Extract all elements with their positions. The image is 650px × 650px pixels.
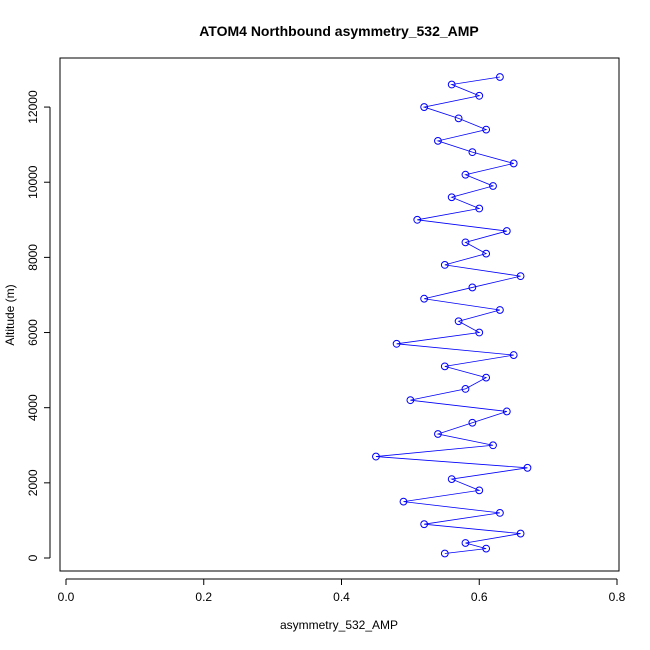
y-tick-label: 10000 [26,165,40,199]
data-point [454,114,463,123]
y-tick-label: 2000 [26,469,40,496]
x-tick-label: 0.6 [471,590,488,604]
data-point [468,283,477,292]
x-axis: 0.0 0.2 0.4 0.6 0.8 [58,578,626,604]
data-point [475,328,484,337]
data-point [502,227,511,235]
data-point [420,520,429,529]
data-point [461,385,470,393]
y-axis-label: Altitude (m) [3,284,17,345]
data-point [440,260,449,269]
data-point [496,306,504,314]
y-tick-label: 12000 [26,90,40,124]
data-point [475,204,484,213]
data-point [413,215,422,224]
data-point [482,249,491,258]
x-tick-label: 0.4 [333,590,350,604]
plot-frame [59,57,620,572]
data-point [496,509,504,517]
x-tick-label: 0.0 [58,590,75,604]
data-point [482,125,491,134]
data-point [516,272,525,281]
data-point [399,497,408,506]
y-tick-label: 6000 [26,319,40,346]
data-point [461,539,470,547]
data-point [434,430,442,438]
x-axis-label: asymmetry_532_AMP [280,618,398,632]
data-point [502,407,511,416]
data-point [509,159,518,168]
data-point [468,148,477,157]
data-point [447,475,456,483]
data-point [406,396,415,405]
chart-title: ATOM4 Northbound asymmetry_532_AMP [199,23,479,39]
x-tick-label: 0.2 [195,590,212,604]
data-point [482,373,491,382]
data-point [392,339,401,348]
data-point [372,452,380,461]
data-point [447,80,456,89]
data-point [420,103,429,111]
y-axis: 0 2000 4000 6000 8000 10000 12000 [26,90,51,561]
data-point [434,136,442,145]
data-point [496,73,504,81]
series-layer [372,73,532,558]
series-line [375,76,528,554]
data-point [440,362,449,371]
data-point [447,193,456,202]
data-point [482,544,491,553]
data-point [468,418,477,427]
y-tick-label: 0 [26,554,40,561]
data-point [489,182,497,190]
data-point [420,294,429,303]
data-point [461,170,470,179]
data-point [523,463,532,472]
data-point [440,549,449,558]
y-tick-label: 4000 [26,394,40,421]
y-tick-label: 8000 [26,244,40,271]
data-point [475,91,484,100]
data-point [516,529,525,538]
data-point [461,238,470,247]
data-point [454,317,463,326]
data-point [489,441,497,450]
x-tick-label: 0.8 [609,590,626,604]
data-point [475,486,484,495]
data-point [509,351,518,359]
